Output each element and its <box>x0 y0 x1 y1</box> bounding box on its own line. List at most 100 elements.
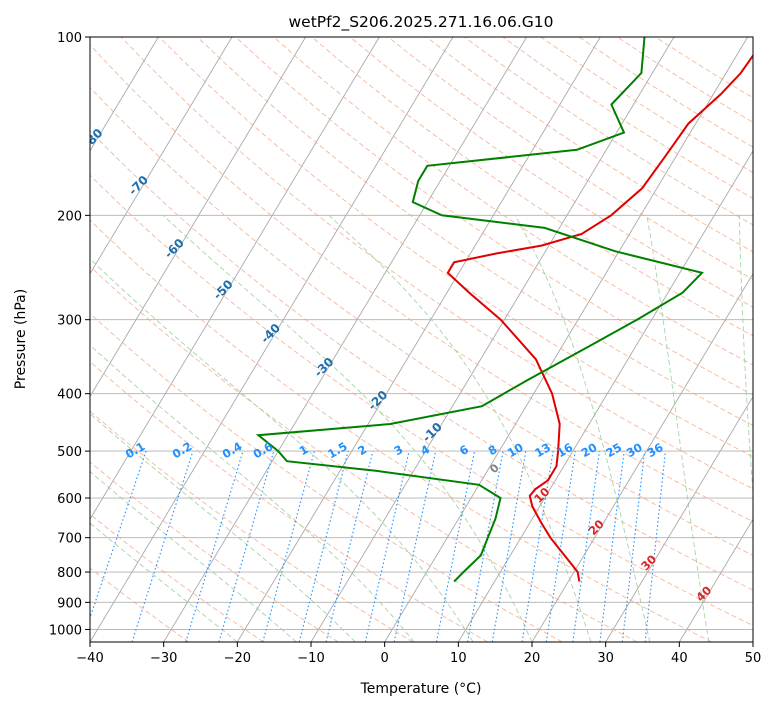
y-tick-label: 900 <box>57 596 82 611</box>
axes: −40 −30 −20 −10 0 10 20 30 40 50 1000 900 800 700 600 5… <box>49 31 761 666</box>
dry-adiabat-line <box>655 37 753 99</box>
mixing-ratio-label: 2 <box>355 442 369 458</box>
line-labels: 0.1 0.2 0.4 0.6 1 1.5 2 3 4 6 8 10 13 16 20 25 30 36-100-… <box>0 38 714 604</box>
isotherm-line <box>384 37 749 642</box>
moist-adiabat-line <box>90 258 474 642</box>
mixing-ratio-label: 10 <box>505 440 526 460</box>
y-tick-label: 200 <box>57 209 82 224</box>
dry-adiabat-line <box>311 37 753 337</box>
x-tick-label: 20 <box>524 651 541 666</box>
y-tick-label: 100 <box>57 31 82 46</box>
isotherm-line <box>163 37 528 642</box>
dewpoint-profile-line <box>255 37 704 583</box>
isotherm-label: -10 <box>420 420 445 445</box>
mixing-ratio-line <box>90 450 147 620</box>
dry-adiabat-line <box>540 37 753 174</box>
dry-adiabat-line <box>90 43 753 523</box>
y-tick-label: 700 <box>57 532 82 547</box>
isotherm-line <box>605 395 753 642</box>
y-tick-label: 300 <box>57 314 82 329</box>
x-tick-label: 0 <box>381 651 389 666</box>
mixing-ratio-line <box>325 450 374 642</box>
moist-adiabat-line <box>90 413 356 642</box>
moist-adiabat-label: 30 <box>638 552 659 573</box>
y-tick-label: 1000 <box>49 623 82 638</box>
x-tick-label: 40 <box>671 651 688 666</box>
moist-adiabat-line <box>328 214 592 642</box>
x-tick-label: 30 <box>597 651 614 666</box>
mixing-ratio-label: 8 <box>486 442 500 458</box>
isotherm-label: -90 <box>32 83 57 108</box>
x-tick-label: 10 <box>450 651 467 666</box>
moist-adiabat-label: 10 <box>531 485 552 506</box>
isotherm-label: -20 <box>365 388 390 413</box>
x-tick-label: −20 <box>224 651 251 666</box>
mixing-ratio-line <box>545 451 576 642</box>
isotherm-line <box>90 37 233 275</box>
y-tick-label: 600 <box>57 492 82 507</box>
moist-adiabat-line <box>646 215 710 642</box>
mixing-ratio-line <box>393 450 437 642</box>
isotherm-line <box>531 272 753 642</box>
mixing-ratio-label: 3 <box>391 442 405 458</box>
isotherm-line <box>457 150 753 642</box>
mixing-ratio-line <box>185 450 244 642</box>
dry-adiabat-line <box>120 37 753 490</box>
dry-adiabat-line <box>90 461 339 642</box>
mixing-ratio-label: 36 <box>645 440 666 460</box>
mixing-ratio-line <box>572 451 601 642</box>
x-tick-label: −10 <box>297 651 324 666</box>
mixing-ratio-label: 16 <box>554 440 575 460</box>
mixing-ratio-line <box>435 450 476 642</box>
isotherm-label: -80 <box>80 126 105 151</box>
isotherm-line <box>90 37 307 398</box>
isotherm-label: -100 <box>0 38 12 69</box>
mixing-ratio-label: 20 <box>579 440 600 460</box>
y-tick-label: 400 <box>57 388 82 403</box>
background-lines <box>0 37 753 642</box>
x-tick-label: 50 <box>745 651 762 666</box>
isotherm-line <box>90 37 159 152</box>
isotherm-line <box>90 37 454 642</box>
profile-curves <box>255 37 753 583</box>
dry-adiabat-line <box>273 37 753 366</box>
dry-adiabat-line <box>90 130 753 591</box>
dry-adiabat-line <box>90 312 563 642</box>
mixing-ratio-label: 6 <box>457 442 471 458</box>
dry-adiabat-line <box>235 37 753 396</box>
mixing-ratio-line <box>364 450 410 642</box>
mixing-ratio-line <box>621 451 646 642</box>
mixing-ratio-line <box>298 450 349 642</box>
dry-adiabat-line <box>578 37 753 148</box>
dry-adiabat-line <box>197 37 753 427</box>
mixing-ratio-line <box>644 451 666 642</box>
dry-adiabat-line <box>90 219 712 642</box>
dry-adiabat-line <box>616 37 753 123</box>
mixing-ratio-label: 13 <box>532 440 553 460</box>
isotherm-line <box>236 37 601 642</box>
isotherm-line <box>752 641 753 642</box>
dry-adiabat-line <box>90 361 488 642</box>
chart-title: wetPf2_S206.2025.271.16.06.G10 <box>289 13 554 32</box>
isotherm-label: -60 <box>162 236 187 261</box>
mixing-ratio-label: 30 <box>624 440 645 460</box>
mixing-ratio-line <box>491 451 527 642</box>
dry-adiabat-line <box>90 86 753 557</box>
dry-adiabat-line <box>90 265 638 642</box>
isotherm-line <box>90 37 380 521</box>
x-tick-label: −40 <box>76 651 103 666</box>
mixing-ratio-line <box>218 450 275 642</box>
isotherm-label: -50 <box>211 277 236 302</box>
moist-adiabat-line <box>162 214 533 642</box>
isotherm-line <box>678 518 753 642</box>
x-tick-label: −30 <box>150 651 177 666</box>
mixing-ratio-label: 1.5 <box>325 439 350 461</box>
mixing-ratio-label: 25 <box>603 440 624 460</box>
y-tick-label: 500 <box>57 445 82 460</box>
x-axis-label: Temperature (°C) <box>360 681 482 697</box>
moist-adiabat-label: 20 <box>586 517 607 538</box>
mixing-ratio-label: 1 <box>297 442 311 458</box>
isotherm-label: -30 <box>311 355 336 380</box>
isotherm-line <box>0 37 11 642</box>
